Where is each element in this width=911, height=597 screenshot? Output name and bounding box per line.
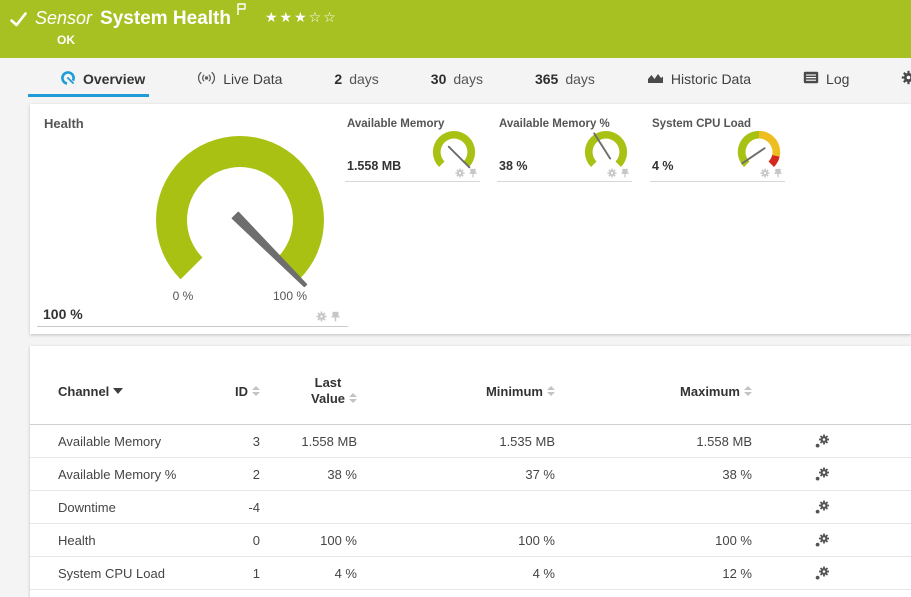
available-memory-gauge-block: Available Memory 1.558 MB — [345, 113, 480, 182]
system-cpu-load-gauge-block: System CPU Load 4 % — [650, 113, 785, 182]
channel-settings-icon[interactable] — [814, 565, 830, 581]
channel-name: Available Memory % — [58, 466, 177, 482]
last-value: 4 % — [334, 565, 357, 581]
channel-name: Downtime — [58, 499, 116, 515]
mini-gauge-value: 1.558 MB — [347, 159, 402, 173]
available-memory-pct-gauge-block: Available Memory % 38 % — [497, 113, 632, 182]
sort-arrows-icon — [744, 386, 752, 396]
sort-arrows-icon — [252, 386, 260, 396]
gear-icon — [901, 70, 911, 88]
overview-gauges-panel: Health 0 % 100 % 100 % Available Memory — [30, 104, 911, 334]
channel-settings-icon[interactable] — [814, 499, 830, 515]
gauge-pin-icon[interactable] — [469, 168, 477, 178]
gauge-pin-icon[interactable] — [331, 311, 340, 322]
gauge-pin-icon[interactable] — [621, 168, 629, 178]
health-gauge-needle — [231, 211, 308, 288]
priority-stars[interactable]: ★★★☆☆ — [265, 10, 338, 26]
area-chart-icon — [647, 71, 664, 87]
minimum-value: 4 % — [532, 565, 555, 581]
mini-gauge-value: 4 % — [652, 159, 674, 173]
gauge-icon — [60, 70, 76, 89]
priority-flag-icon[interactable] — [236, 3, 247, 21]
tab-365-days[interactable]: 365 days — [534, 71, 595, 87]
status-badge: OK — [57, 33, 75, 47]
tab-log[interactable]: Log — [799, 58, 853, 100]
channel-name: Available Memory — [58, 433, 162, 449]
gauge-pin-icon[interactable] — [774, 168, 782, 178]
channel-settings-icon[interactable] — [814, 532, 830, 548]
minimum-value: 100 % — [518, 532, 555, 548]
column-header-minimum[interactable]: Minimum — [486, 384, 555, 399]
channel-id: 0 — [252, 532, 260, 548]
health-current-value: 100 % — [43, 306, 83, 322]
minimum-value: 1.535 MB — [499, 433, 555, 449]
gauge-gear-icon[interactable] — [607, 168, 617, 178]
table-row-health: Health 0 100 % 100 % 100 % — [30, 524, 911, 557]
channel-settings-icon[interactable] — [814, 433, 830, 449]
channel-id: 1 — [252, 565, 260, 581]
maximum-value: 100 % — [715, 532, 752, 548]
sensor-title: System Health — [100, 8, 231, 29]
broadcast-icon — [197, 71, 216, 88]
tab-settings[interactable]: Settings — [897, 58, 911, 100]
mini-gauge-title: Available Memory % — [499, 118, 610, 130]
maximum-value: 38 % — [722, 466, 752, 482]
gauge-gear-icon[interactable] — [455, 168, 465, 178]
object-kind-label: Sensor — [35, 8, 93, 28]
minimum-value: 37 % — [525, 466, 555, 482]
tab-overview[interactable]: Overview — [28, 58, 150, 100]
channel-name: System CPU Load — [58, 565, 165, 581]
last-value: 1.558 MB — [301, 433, 357, 449]
mini-gauge-value: 38 % — [499, 159, 528, 173]
tab-live-data[interactable]: Live Data — [193, 58, 286, 100]
sort-arrows-icon — [547, 386, 555, 396]
log-list-icon — [803, 71, 819, 87]
channel-table-header: Channel ID Last Value Minimum — [30, 346, 911, 425]
mini-gauge-title: System CPU Load — [652, 118, 752, 130]
channel-id: 2 — [252, 466, 260, 482]
column-header-id[interactable]: ID — [235, 384, 260, 399]
tab-2-days[interactable]: 2 days — [334, 71, 379, 87]
table-row-downtime: Downtime -4 — [30, 491, 911, 524]
sensor-status-header: Sensor System Health ★★★☆☆ OK — [0, 0, 911, 58]
table-row-system-cpu-load: System CPU Load 1 4 % 4 % 12 % — [30, 557, 911, 590]
gauge-gear-icon[interactable] — [760, 168, 770, 178]
health-gauge-block: Health 0 % 100 % 100 % — [37, 104, 348, 327]
column-header-maximum[interactable]: Maximum — [680, 384, 752, 399]
channel-table-panel: Channel ID Last Value Minimum — [30, 346, 911, 597]
mini-gauge-title: Available Memory — [347, 118, 445, 130]
column-header-channel[interactable]: Channel — [58, 384, 124, 399]
system-cpu-load-gauge — [735, 128, 783, 181]
health-gauge — [150, 130, 330, 315]
maximum-value: 12 % — [722, 565, 752, 581]
tab-historic-data[interactable]: Historic Data — [643, 58, 755, 100]
health-scale-min: 0 % — [172, 289, 194, 303]
last-value: 38 % — [327, 466, 357, 482]
gauge-gear-icon[interactable] — [316, 311, 327, 322]
column-header-last-value[interactable]: Last Value — [311, 375, 357, 408]
table-row-available-memory: Available Memory 3 1.558 MB 1.535 MB 1.5… — [30, 425, 911, 458]
channel-settings-icon[interactable] — [814, 466, 830, 482]
health-scale-max: 100 % — [272, 289, 308, 303]
available-memory-gauge — [430, 128, 478, 181]
ok-check-icon — [10, 12, 27, 32]
available-memory-pct-gauge — [582, 128, 630, 181]
channel-name: Health — [58, 532, 96, 548]
last-value: 100 % — [320, 532, 357, 548]
sort-arrows-icon — [349, 393, 357, 403]
sort-caret-icon — [113, 388, 124, 394]
tab-30-days[interactable]: 30 days — [430, 71, 483, 87]
table-row-available-memory-pct: Available Memory % 2 38 % 37 % 38 % — [30, 458, 911, 491]
health-gauge-title: Health — [44, 116, 84, 131]
channel-id: 3 — [252, 433, 260, 449]
sensor-tab-bar: Overview Live Data 2 days 30 days 365 da… — [0, 58, 911, 100]
channel-id: -4 — [248, 499, 260, 515]
maximum-value: 1.558 MB — [696, 433, 752, 449]
